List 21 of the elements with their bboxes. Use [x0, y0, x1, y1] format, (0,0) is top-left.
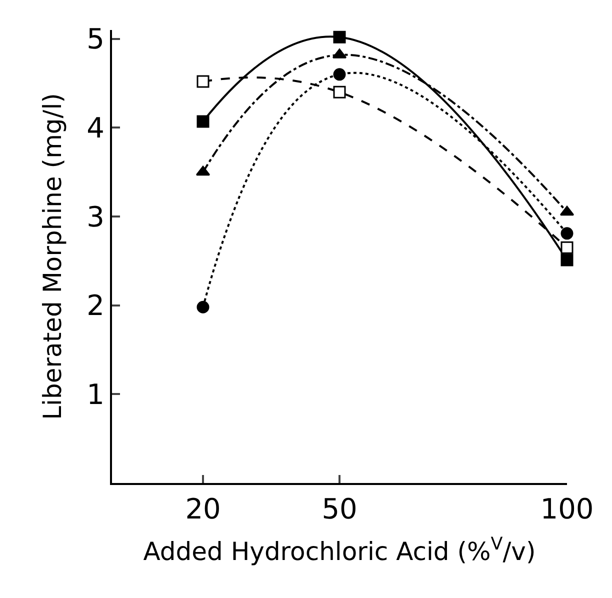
y-tick-label: 1 [86, 378, 104, 411]
point [196, 166, 210, 176]
x-axis-title: Added Hydrochloric Acid (%$^{V}$/v) [143, 534, 536, 566]
y-tick-label: 3 [86, 200, 104, 234]
point [333, 68, 346, 81]
x-tick-label: 20 [185, 492, 221, 526]
point [333, 30, 346, 44]
x-tick-label: 50 [322, 492, 358, 526]
point [333, 86, 346, 98]
y-tick-label: 4 [86, 112, 104, 145]
point [196, 75, 210, 88]
point [560, 227, 574, 240]
y-tick-label: 5 [86, 22, 104, 56]
point [560, 241, 574, 254]
point [560, 206, 574, 216]
x-tick-label: 100 [540, 492, 594, 526]
point [560, 254, 574, 266]
y-tick-label: 2 [86, 289, 104, 322]
y-axis-title: Liberated Morphine (mg/l) [38, 93, 67, 420]
point [196, 115, 210, 128]
point [196, 300, 210, 314]
